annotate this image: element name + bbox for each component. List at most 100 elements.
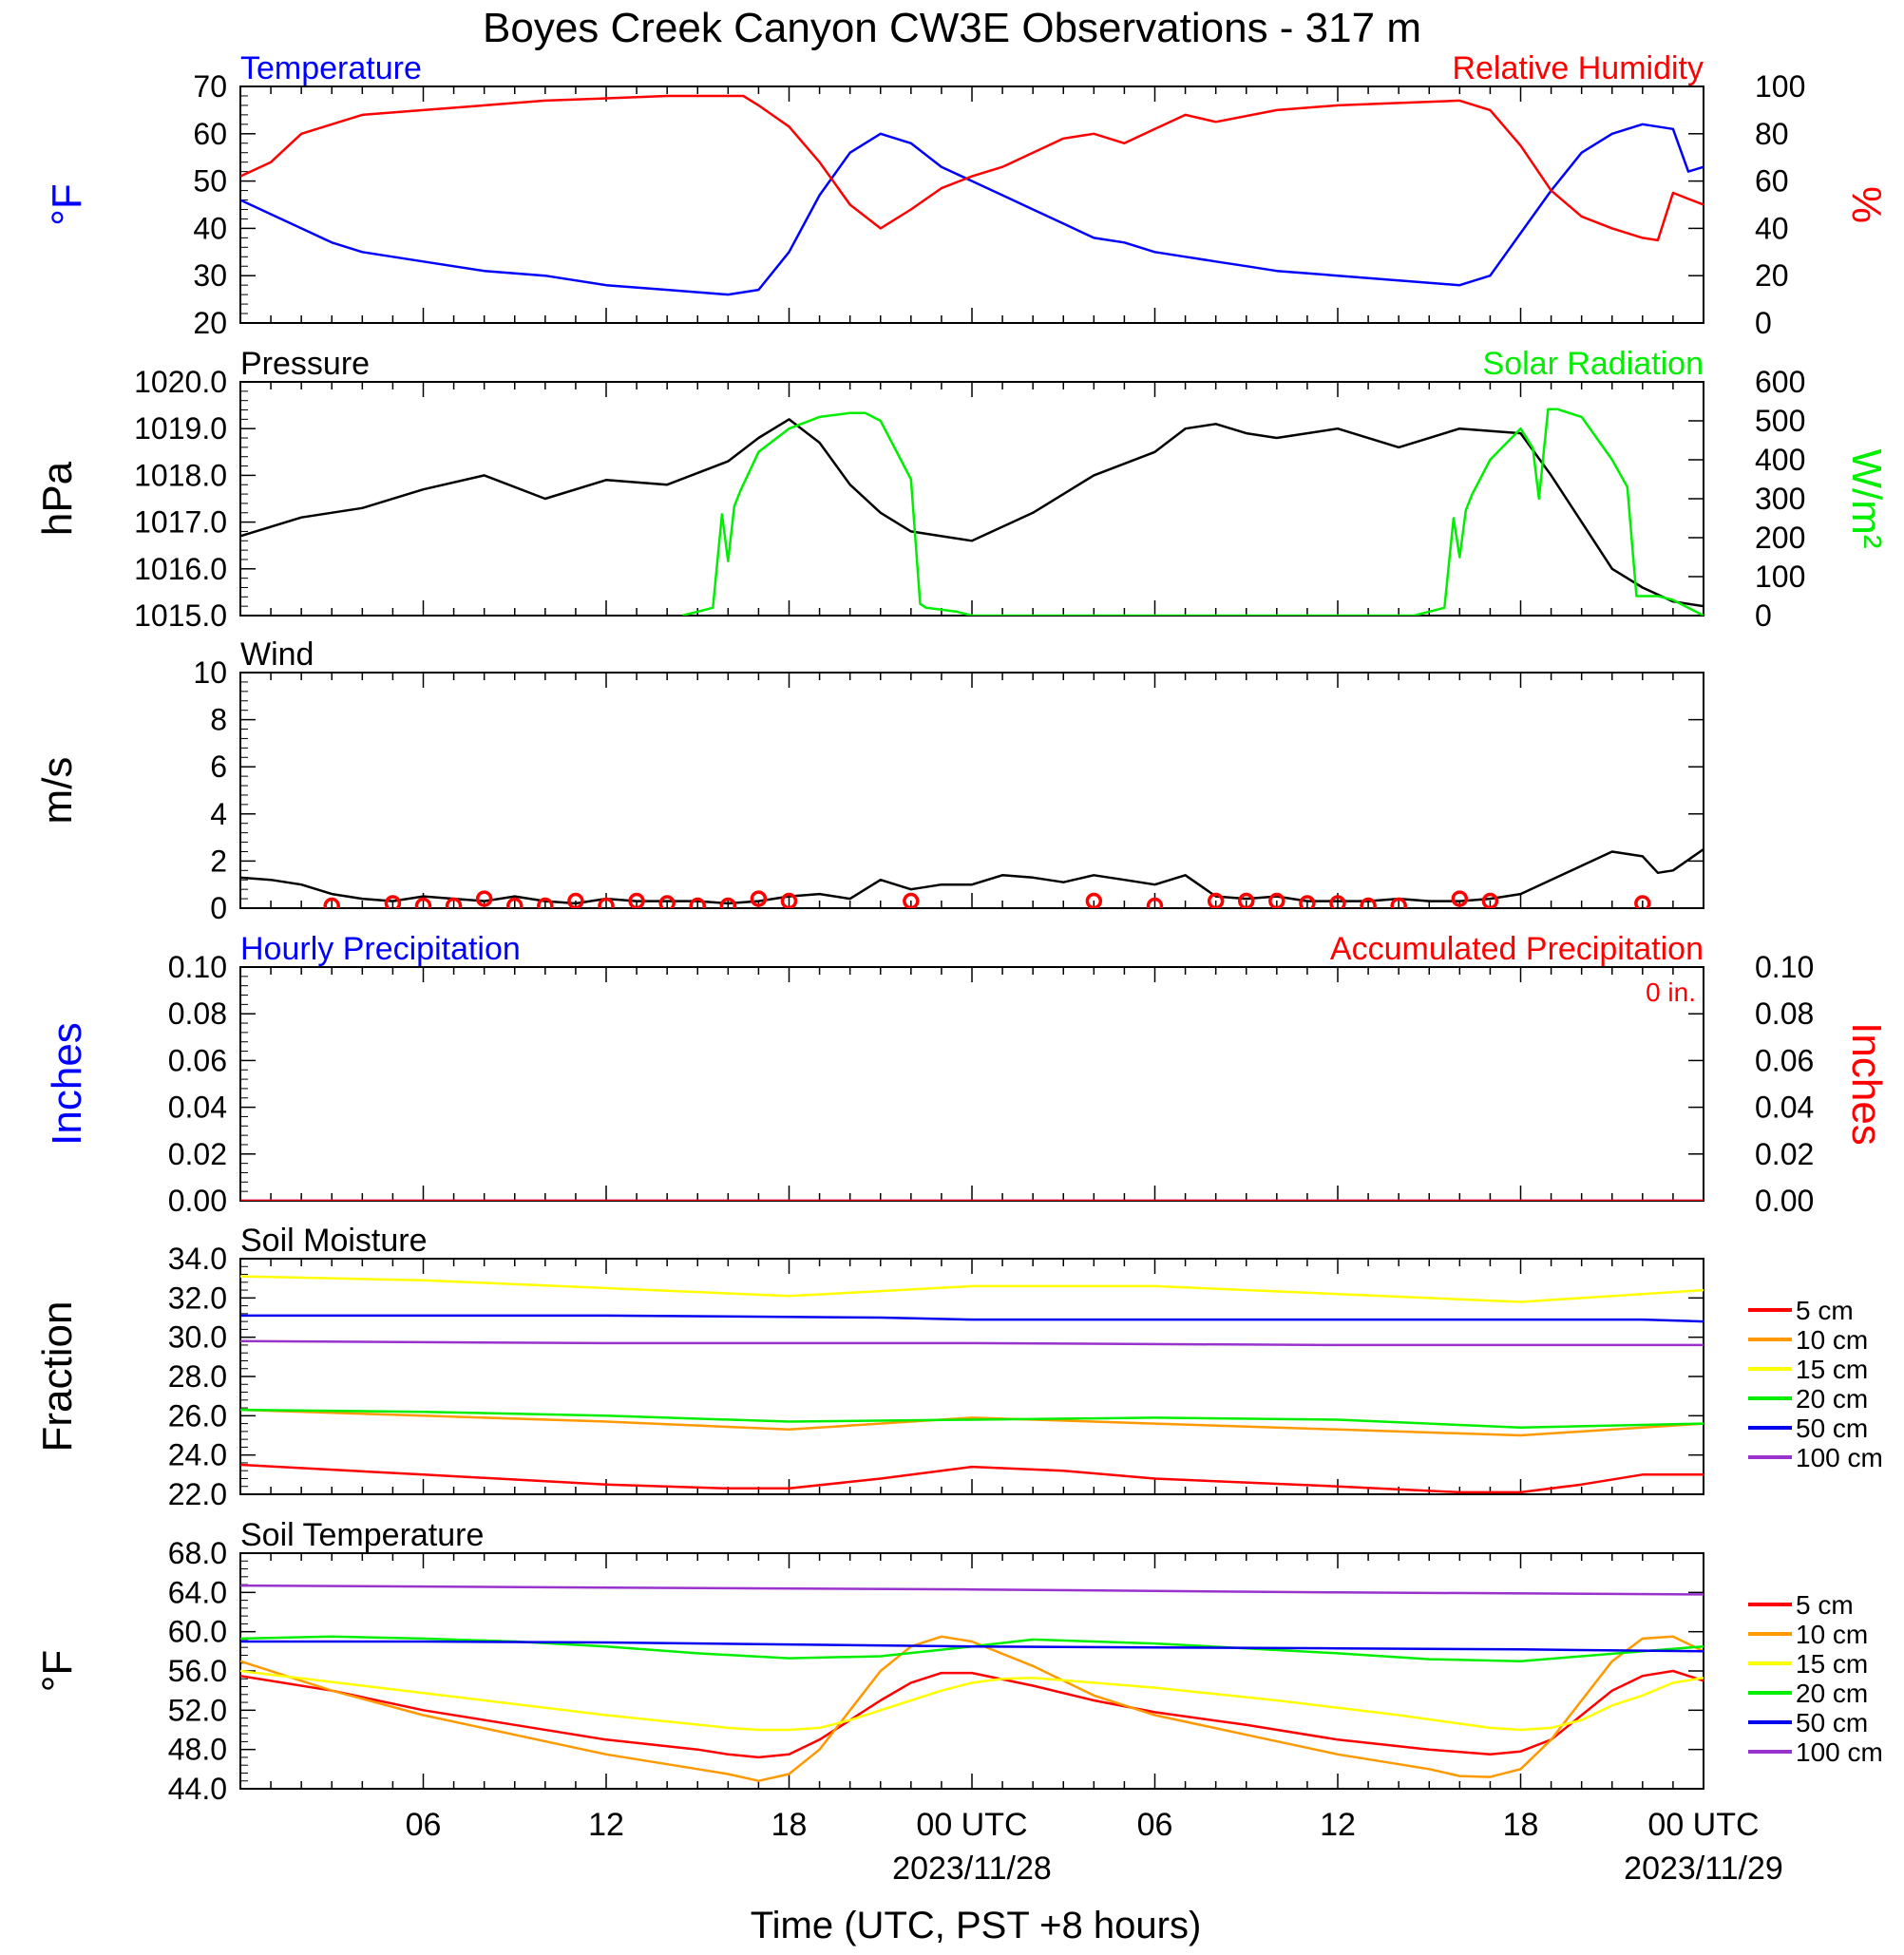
series-line-line1 [240, 94, 1704, 242]
y-tick-label-left: 20 [193, 306, 227, 340]
wind-calm-marker [475, 890, 493, 907]
y-tick-label-left: 28.0 [168, 1359, 227, 1394]
wind-calm-marker [689, 897, 706, 908]
y-tick-label-left: 32.0 [168, 1281, 227, 1315]
wind-calm-marker [628, 892, 645, 908]
wind-calm-marker [658, 895, 676, 908]
y-axis-label-right: Inches [1843, 1022, 1890, 1146]
y-axis-label-left: °F [44, 183, 90, 225]
wind-calm-marker [323, 897, 340, 908]
y-tick-label-left: 60.0 [168, 1615, 227, 1649]
y-tick-label-left: 68.0 [168, 1536, 227, 1570]
accumulated-total-label: 0 in. [1646, 978, 1696, 1007]
wind-calm-marker [903, 892, 920, 908]
wind-calm-marker [1634, 895, 1651, 908]
y-tick-label-left: 2 [210, 844, 227, 878]
y-tick-label-right: 20 [1755, 258, 1789, 293]
x-tick-label: 06 [406, 1807, 442, 1843]
y-tick-label-left: 48.0 [168, 1733, 227, 1767]
y-tick-label-left: 52.0 [168, 1693, 227, 1727]
y-tick-label-right: 200 [1755, 521, 1805, 555]
series-line-15-cm [240, 1669, 1704, 1732]
panel-title-right: Accumulated Precipitation [1330, 931, 1704, 967]
wind-calm-marker [1390, 897, 1407, 908]
legend-label: 5 cm [1796, 1296, 1854, 1325]
panel-title-left: Temperature [240, 50, 422, 86]
y-axis-label-right: % [1843, 186, 1890, 223]
y-tick-label-right: 0.06 [1755, 1043, 1814, 1077]
wind-calm-marker [1146, 897, 1164, 908]
x-tick-label: 00 UTC [1647, 1807, 1759, 1843]
x-tick-label: 12 [1320, 1807, 1356, 1843]
legend-label: 5 cm [1796, 1590, 1854, 1620]
panel-title-right: Solar Radiation [1483, 346, 1704, 382]
y-tick-label-right: 0.10 [1755, 950, 1814, 984]
y-tick-label-left: 1016.0 [134, 552, 227, 586]
y-tick-label-right: 0 [1755, 598, 1772, 633]
legend-label: 50 cm [1796, 1414, 1868, 1443]
y-axis-label-left: Fraction [34, 1301, 81, 1452]
panel-1: 20 30 40 50 60 70 0 20 40 60 80 100 Temperature Relat… [44, 50, 1890, 340]
y-tick-label-left: 44.0 [168, 1772, 227, 1806]
series-line-50-cm [240, 1314, 1704, 1323]
wind-calm-marker [567, 892, 584, 908]
wind-calm-marker [1207, 892, 1225, 908]
y-tick-label-left: 56.0 [168, 1654, 227, 1688]
y-tick-label-left: 22.0 [168, 1477, 227, 1511]
panel-frame [239, 966, 1704, 1202]
y-tick-label-left: 30 [193, 258, 227, 293]
panel-5: 22.0 24.0 26.0 28.0 30.0 32.0 34.0 Soil Moistur… [34, 1223, 1883, 1511]
y-axis-label-left: Inches [44, 1022, 90, 1146]
y-tick-label-left: 0 [210, 891, 227, 925]
y-tick-label-left: 1019.0 [134, 411, 227, 446]
series-line-50-cm [240, 1640, 1704, 1653]
y-tick-label-left: 1017.0 [134, 505, 227, 540]
y-tick-label-left: 0.02 [168, 1137, 227, 1171]
legend-label: 15 cm [1796, 1355, 1868, 1384]
wind-calm-marker [1451, 890, 1469, 907]
y-tick-label-left: 24.0 [168, 1438, 227, 1472]
panel-frame [239, 85, 1704, 324]
legend-label: 10 cm [1796, 1620, 1868, 1649]
y-tick-label-left: 0.06 [168, 1043, 227, 1077]
y-axis-label-left: hPa [34, 461, 81, 536]
series-line-20-cm [240, 1408, 1704, 1429]
wind-calm-marker [780, 892, 798, 908]
wind-calm-marker [537, 897, 554, 908]
series-line-5-cm [240, 1669, 1704, 1759]
wind-calm-marker [750, 890, 768, 907]
y-tick-label-right: 0.00 [1755, 1184, 1814, 1218]
y-tick-label-left: 30.0 [168, 1320, 227, 1355]
panel-title-left: Pressure [240, 346, 370, 382]
series-line-line1 [681, 408, 1704, 616]
wind-calm-marker [1085, 892, 1103, 908]
x-tick-label: 12 [588, 1807, 624, 1843]
series-line-temperature [240, 123, 1704, 296]
y-tick-label-left: 0.00 [168, 1184, 227, 1218]
panel-title-left: Soil Moisture [240, 1223, 428, 1259]
panel-title-left: Soil Temperature [240, 1517, 484, 1553]
series-line-10-cm [240, 1635, 1704, 1782]
chart-title: Boyes Creek Canyon CW3E Observations - 3… [483, 5, 1421, 51]
legend-label: 15 cm [1796, 1649, 1868, 1679]
x-date-label: 2023/11/29 [1624, 1851, 1783, 1887]
wind-calm-marker [1299, 895, 1316, 908]
series-line-15-cm [240, 1275, 1704, 1303]
panel-title-left: Hourly Precipitation [240, 931, 521, 967]
series-line-5-cm [240, 1463, 1704, 1494]
y-tick-label-left: 8 [210, 703, 227, 737]
legend-label: 20 cm [1796, 1679, 1868, 1708]
x-tick-label: 00 UTC [916, 1807, 1027, 1843]
y-tick-label-left: 4 [210, 797, 227, 831]
series-group [240, 408, 1704, 616]
wind-calm-marker [598, 897, 615, 908]
series-line-line0 [240, 418, 1704, 608]
y-tick-label-left: 34.0 [168, 1242, 227, 1276]
y-tick-label-left: 26.0 [168, 1398, 227, 1433]
wind-calm-marker [1268, 892, 1285, 908]
y-tick-label-left: 1020.0 [134, 365, 227, 399]
legend-label: 10 cm [1796, 1325, 1868, 1355]
series-group [240, 94, 1704, 296]
